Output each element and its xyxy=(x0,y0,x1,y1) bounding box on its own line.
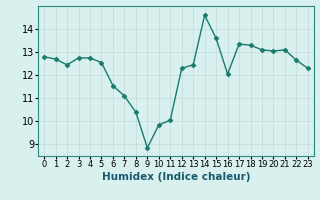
X-axis label: Humidex (Indice chaleur): Humidex (Indice chaleur) xyxy=(102,172,250,182)
